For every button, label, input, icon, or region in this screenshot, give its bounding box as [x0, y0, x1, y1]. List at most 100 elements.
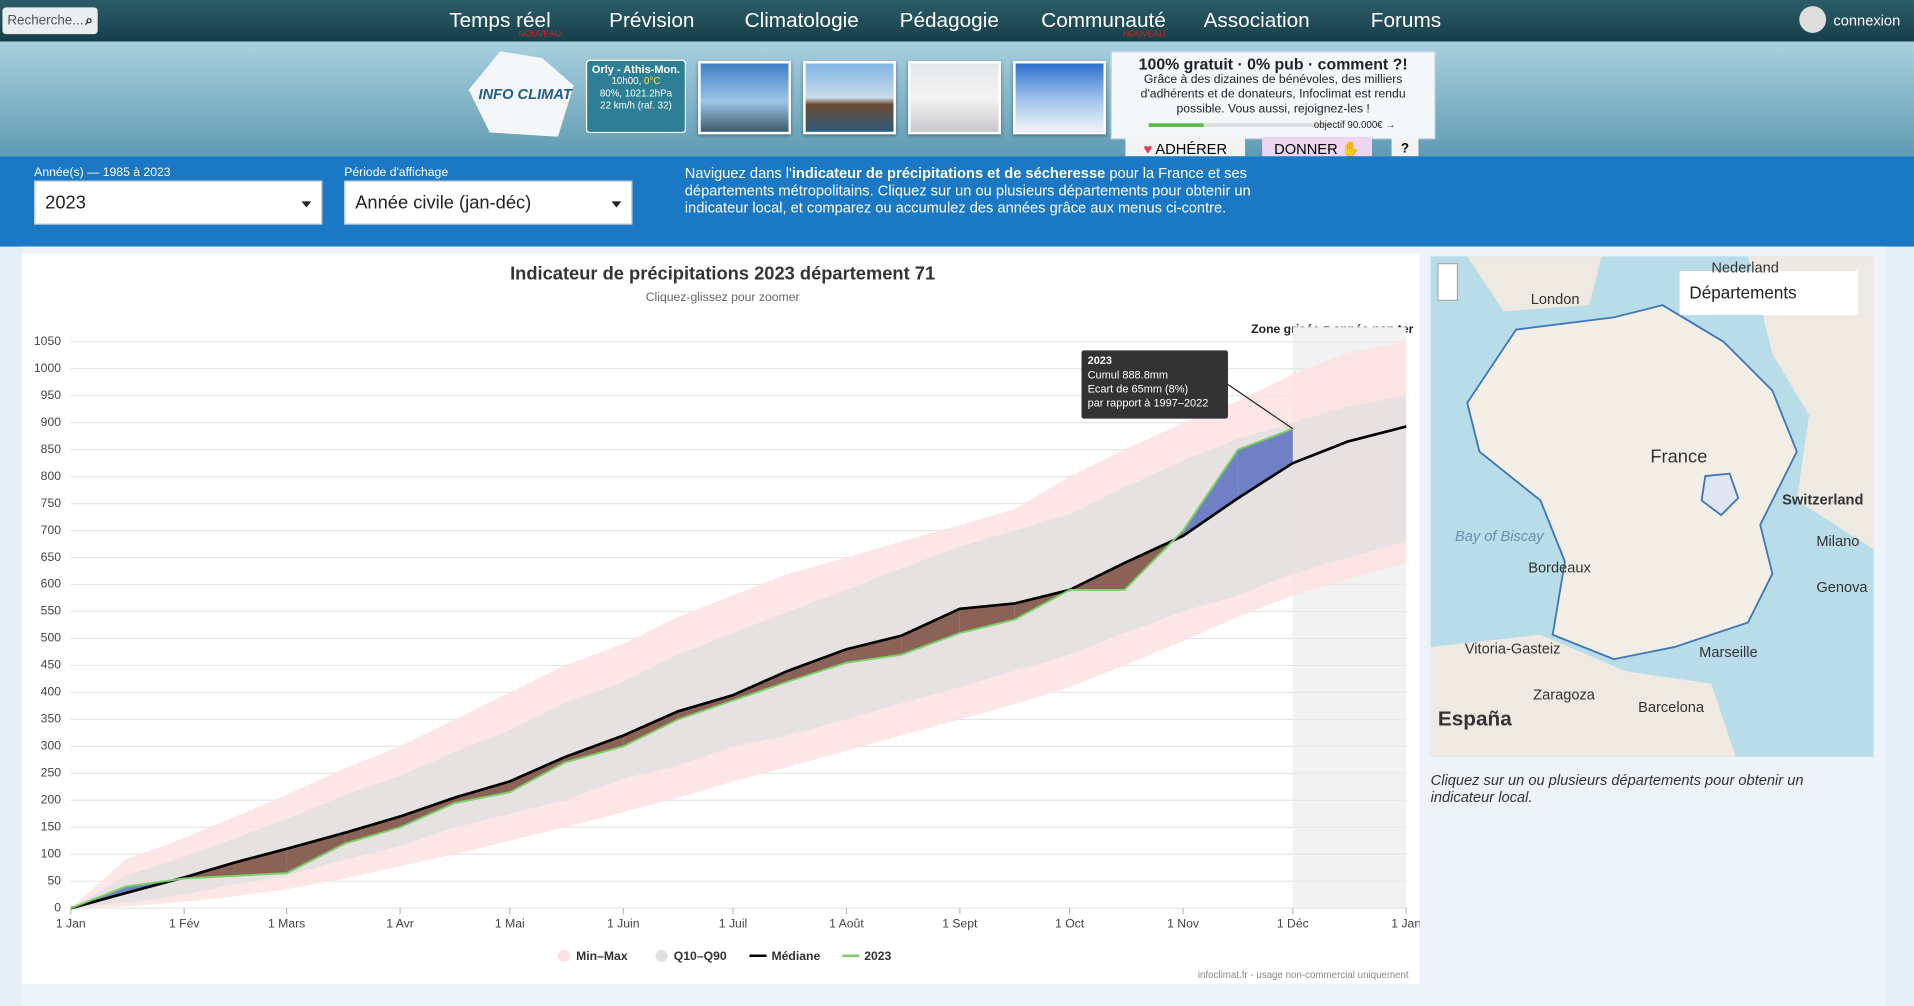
legend-label: Q10–Q90: [674, 949, 727, 963]
intro: Naviguez dans l'indicateur de précipitat…: [685, 165, 1271, 216]
y-tick-label: 350: [41, 712, 62, 726]
y-tick-label: 150: [41, 819, 62, 833]
nav-bar: Recherche... ⌕ Temps réel Prévision Climato…: [0, 0, 1914, 42]
time: 10h00,: [611, 75, 642, 87]
search-icon: ⌕: [85, 13, 93, 29]
nav-item[interactable]: Communauté: [1041, 8, 1166, 32]
controls: Année(s) — 1985 à 2023 2023 Période d'af…: [0, 156, 1914, 247]
nav-item[interactable]: Climatologie: [744, 8, 859, 32]
x-tick-label: 1 Jan: [56, 916, 86, 930]
france-shape: [1466, 304, 1798, 661]
band: [70, 341, 1407, 909]
weather-widget[interactable]: Orly - Athis-Mon. 10h00, 0°C 80%, 1021.2…: [585, 59, 687, 134]
x-tick-label: 1 Oct: [1055, 916, 1085, 930]
temp: 0°C: [644, 75, 661, 87]
difference-area: [400, 797, 455, 828]
join-text: ADHÉRER: [1155, 140, 1228, 158]
period-select[interactable]: Année civile (jan-déc): [344, 180, 633, 225]
y-tick-label: 700: [41, 523, 62, 537]
nav-badge: NOUVEAU: [518, 30, 562, 40]
nav-item[interactable]: Pédagogie: [899, 8, 999, 32]
chart-title: Indicateur de précipitations 2023 départ…: [510, 262, 935, 283]
map-label: Switzerland: [1782, 492, 1863, 508]
difference-area: [345, 816, 401, 844]
line: [70, 427, 1294, 910]
thumbnail[interactable]: [1013, 61, 1106, 135]
y-tick-label: 650: [41, 550, 62, 564]
difference-area: [678, 695, 734, 720]
x-tick-label: 1 Juil: [719, 916, 747, 930]
y-tick-label: 200: [41, 793, 62, 807]
search-box[interactable]: Recherche... ⌕: [2, 7, 98, 35]
difference-area: [901, 608, 960, 655]
selected-department[interactable]: [1700, 472, 1740, 517]
avatar[interactable]: [1799, 6, 1827, 33]
tooltip: [1081, 350, 1228, 419]
y-tick-label: 400: [41, 685, 62, 699]
credit: infoclimat.fr - usage non-commercial uni…: [1198, 970, 1409, 981]
map-label: Milano: [1816, 534, 1859, 550]
map-dropdown-text: Départements: [1689, 284, 1796, 303]
year-select[interactable]: 2023: [34, 180, 323, 225]
y-tick-label: 750: [41, 496, 62, 510]
x-tick-label: 1 Sept: [942, 916, 978, 930]
nav-item[interactable]: Prévision: [609, 8, 695, 32]
y-tick-label: 250: [41, 766, 62, 780]
intro-text: Naviguez dans l': [684, 164, 792, 182]
map[interactable]: Départements Nederland London France Switze…: [1430, 256, 1874, 757]
legend-label: Médiane: [771, 949, 820, 963]
line: [70, 425, 1407, 910]
y-tick-label: 850: [41, 442, 62, 456]
header: INFO CLIMAT Orly - Athis-Mon. 10h00, 0°C…: [0, 41, 1914, 162]
difference-area: [235, 848, 287, 876]
nav-item[interactable]: Forums: [1370, 8, 1442, 32]
logo: INFO CLIMAT: [478, 85, 572, 103]
thumbnail[interactable]: [908, 61, 1001, 135]
weather-details: 80%, 1021.2hPa: [599, 87, 673, 99]
period-value: Année civile (jan-déc): [355, 192, 532, 214]
tooltip-line: 2023: [1088, 355, 1112, 367]
x-tick-label: 1 Jan: [1391, 916, 1419, 930]
legend-swatch: [655, 949, 668, 962]
thumbnail[interactable]: [698, 61, 791, 135]
promo-box: 100% gratuit · 0% pub · comment ?! Grâce…: [1110, 51, 1436, 140]
neighbor-land: [1747, 256, 1874, 550]
y-tick-label: 300: [41, 739, 62, 753]
y-tick-label: 500: [41, 631, 62, 645]
legend-label: 2023: [864, 949, 891, 963]
map-label: Zaragoza: [1533, 688, 1596, 704]
chart-subtitle: Cliquez-glissez pour zoomer: [646, 290, 800, 304]
map-label: Bordeaux: [1528, 561, 1591, 577]
nav-item[interactable]: Association: [1203, 8, 1310, 32]
intro-text: pour la France et ses départements métro…: [684, 164, 1251, 217]
y-tick-label: 50: [47, 873, 61, 887]
tooltip-connector: [1227, 384, 1294, 430]
x-tick-label: 1 Mars: [268, 916, 305, 930]
map-label: Nederland: [1711, 260, 1778, 276]
y-tick-label: 0: [54, 900, 61, 914]
x-tick-label: 1 Avr: [386, 916, 414, 930]
map-dropdown[interactable]: [1679, 270, 1858, 315]
nav-item[interactable]: Temps réel: [449, 8, 551, 32]
band: [70, 395, 1407, 909]
tooltip-line: Cumul 888.8mm: [1088, 369, 1168, 381]
map-label: France: [1650, 446, 1707, 467]
tooltip-line: par rapport à 1997–2022: [1088, 397, 1209, 409]
login[interactable]: connexion: [1833, 12, 1901, 30]
chart: Indicateur de précipitations 2023 départ…: [21, 253, 1420, 984]
zoom-control[interactable]: [1437, 263, 1459, 301]
y-tick-label: 1000: [34, 361, 61, 375]
difference-area: [787, 649, 847, 682]
promo-goal: objectif 90.000€ →: [1313, 119, 1396, 131]
legend-swatch: [557, 949, 571, 962]
nav-badge: NOUVEAU: [1123, 30, 1166, 40]
thumbnail[interactable]: [803, 61, 896, 135]
map-label: Barcelona: [1638, 700, 1705, 716]
map-caption: Cliquez sur un ou plusieurs départements…: [1430, 771, 1804, 806]
intro-bold: indicateur de précipitations et de séche…: [791, 164, 1106, 182]
year-label: Année(s) — 1985 à 2023: [34, 166, 171, 180]
uk-land: [1467, 256, 1602, 312]
difference-area: [509, 757, 565, 793]
wind: 22 km/h (raf. 32): [600, 100, 672, 112]
